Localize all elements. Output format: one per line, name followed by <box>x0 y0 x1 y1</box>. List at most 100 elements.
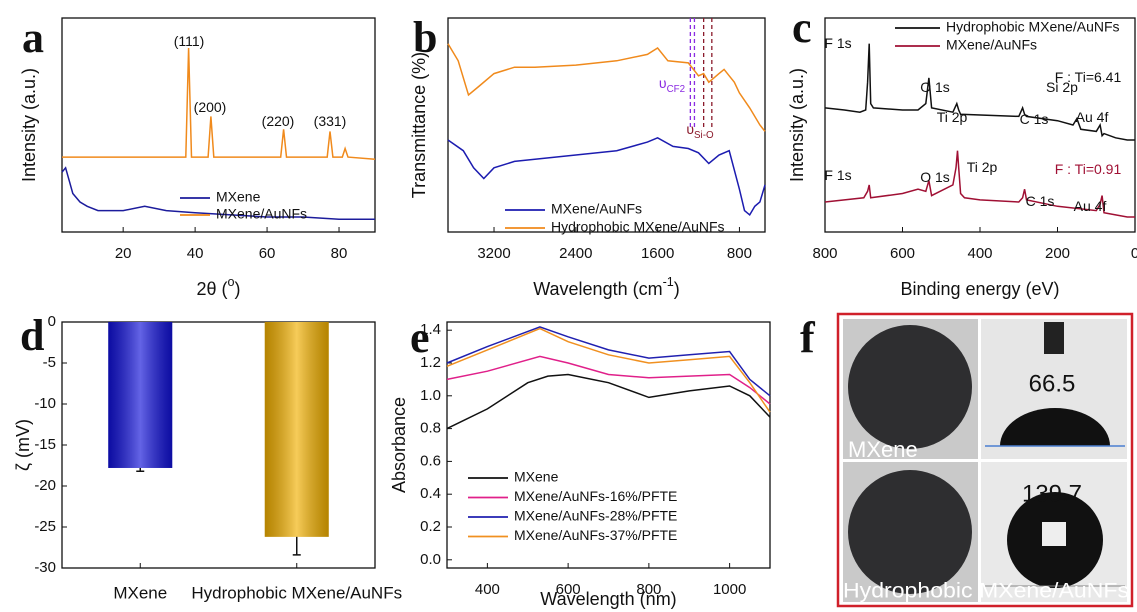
annotation: Ti 2p <box>937 109 968 125</box>
annotation: O 1s <box>920 169 950 185</box>
x-axis-title: Binding energy (eV) <box>900 279 1059 299</box>
label-part: F 1s <box>824 35 851 51</box>
annotation: Si 2p <box>1046 79 1078 95</box>
x-tick-label: 20 <box>115 245 132 262</box>
panel-letter: d <box>20 311 44 360</box>
label-part: F : Ti=0.91 <box>1055 161 1122 177</box>
x-axis-title: Wavelength (cm-1) <box>533 275 680 298</box>
annotation: (331) <box>314 113 347 129</box>
x-tick-label: 1000 <box>713 581 746 598</box>
needle <box>1044 322 1064 354</box>
x-tick-label: 0 <box>1131 245 1137 262</box>
x-tick-label: 800 <box>812 245 837 262</box>
label-part: O 1s <box>920 169 950 185</box>
y-tick-label: 0.0 <box>420 551 441 568</box>
annotation: (200) <box>194 99 227 115</box>
y-tick-label: 0.8 <box>420 420 441 437</box>
y-tick-label: 1.2 <box>420 354 441 371</box>
film <box>848 470 972 594</box>
x-tick-label: 40 <box>187 245 204 262</box>
label-part: ) <box>674 279 680 299</box>
panel-letter: f <box>800 313 816 362</box>
label-part: (200) <box>194 99 227 115</box>
legend-label: Hydrophobic MXene/AuNFs <box>946 19 1120 35</box>
y-tick-label: 1.4 <box>420 321 441 338</box>
legend-label: MXene/AuNFs <box>551 201 642 217</box>
x-tick-label: MXene <box>113 583 167 602</box>
label-part: F 1s <box>824 167 851 183</box>
y-axis-title: Intensity (a.u.) <box>787 68 807 182</box>
annotation: Au 4f <box>1076 109 1109 125</box>
plot-frame <box>447 17 766 233</box>
y-tick-label: 0.6 <box>420 452 441 469</box>
y-tick-label: 0.4 <box>420 485 441 502</box>
x-tick-label: 600 <box>890 245 915 262</box>
x-tick-label: Hydrophobic MXene/AuNFs <box>191 583 402 602</box>
y-tick-label: -5 <box>43 354 56 371</box>
label-part: (111) <box>174 33 205 49</box>
annotation: F 1s <box>824 35 851 51</box>
series-line <box>824 150 1135 218</box>
y-tick-label: 1.0 <box>420 387 441 404</box>
x-axis-title: 2θ (o) <box>196 275 240 298</box>
label-part: CF2 <box>667 84 686 95</box>
x-tick-label: 60 <box>259 245 276 262</box>
label-part: υ <box>686 121 694 137</box>
panel-letter: b <box>413 13 437 62</box>
annotation: (220) <box>262 113 295 129</box>
y-axis-title: ζ (mV) <box>13 419 33 471</box>
droplet <box>1000 408 1110 446</box>
label-part: Au 4f <box>1074 198 1107 214</box>
film <box>848 325 972 449</box>
label-part: Si-O <box>694 130 714 141</box>
y-axis-title: Absorbance <box>389 397 409 493</box>
panel-letter: e <box>410 313 430 362</box>
bar-shine <box>108 322 173 468</box>
label-part: Ti 2p <box>937 109 968 125</box>
annotation: F 1s <box>824 167 851 183</box>
y-tick-label: 0.2 <box>420 518 441 535</box>
annotation: F : Ti=6.41 <box>1055 69 1122 85</box>
contact-angle: 66.5 <box>1029 370 1076 397</box>
series-line <box>447 43 766 132</box>
label-part: Wavelength (cm <box>533 279 662 299</box>
annotation: F : Ti=0.91 <box>1055 161 1122 177</box>
y-tick-label: 0 <box>48 313 56 330</box>
annotation: C 1s <box>1026 193 1055 209</box>
annotation: Ti 2p <box>967 159 998 175</box>
label-part: O 1s <box>920 79 950 95</box>
label-part: υ <box>659 75 667 91</box>
label-part: o <box>228 275 235 289</box>
legend-label: MXene/AuNFs-16%/PFTE <box>514 488 677 504</box>
label-part: (220) <box>262 113 295 129</box>
series-line <box>446 327 771 413</box>
annotation: (111) <box>174 33 205 49</box>
photo-panel: f 66.5 139.7 MXene Hydrophobic MXene/AuN… <box>800 312 1134 608</box>
x-tick-label: 80 <box>331 245 348 262</box>
series-line <box>447 136 766 217</box>
y-tick-label: -10 <box>34 395 56 412</box>
series-line <box>446 355 771 405</box>
label-part: Ti 2p <box>967 159 998 175</box>
panel-letter: c <box>792 3 812 52</box>
x-tick-label: 2400 <box>559 245 592 262</box>
legend-label: MXene/AuNFs <box>946 37 1037 53</box>
label-part: Si 2p <box>1046 79 1078 95</box>
x-tick-label: 400 <box>967 245 992 262</box>
annotation: Au 4f <box>1074 198 1107 214</box>
panel-letter: a <box>22 13 44 62</box>
y-tick-label: -15 <box>34 436 56 453</box>
x-tick-label: 800 <box>636 581 661 598</box>
y-tick-label: -25 <box>34 518 56 535</box>
plot-frame <box>61 17 376 233</box>
x-axis-title: Wavelength (nm) <box>540 589 676 609</box>
y-tick-label: -30 <box>34 559 56 576</box>
legend-label: MXene/AuNFs-28%/PFTE <box>514 508 677 524</box>
series-line <box>62 47 376 160</box>
annotation: O 1s <box>920 79 950 95</box>
label-part: 2θ ( <box>196 279 227 299</box>
label-part: F : Ti=6.41 <box>1055 69 1122 85</box>
series-line <box>824 43 1135 141</box>
y-axis-title: Transmittance (%) <box>409 52 429 198</box>
